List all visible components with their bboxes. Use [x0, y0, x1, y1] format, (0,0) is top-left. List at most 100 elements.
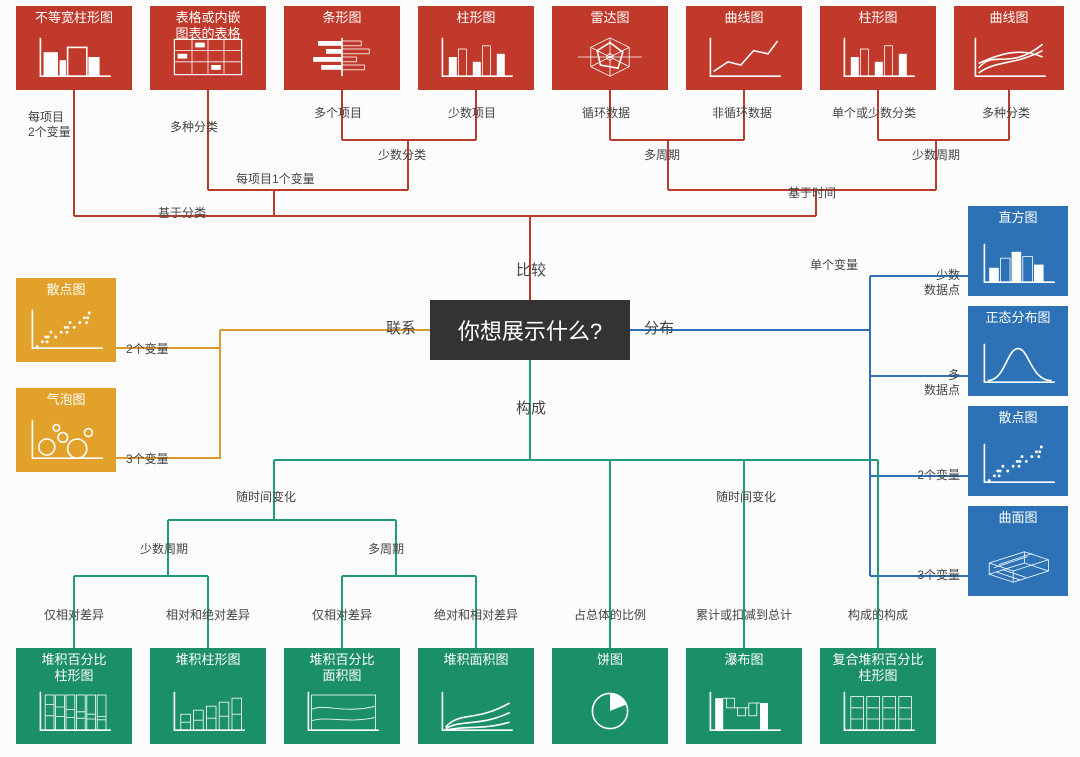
stk_bar-icon — [160, 687, 256, 738]
card-title: 堆积面积图 — [418, 648, 534, 668]
card-normal: 正态分布图 — [968, 306, 1068, 396]
lbl-stk_bar: 相对和绝对差异 — [154, 608, 262, 623]
lbl-top-l5: 非循环数据 — [712, 106, 772, 121]
bar_v-icon — [428, 33, 524, 84]
waterfall-icon — [696, 687, 792, 738]
card-compound: 复合堆积百分比 柱形图 — [820, 648, 936, 744]
card-title: 堆积百分比 面积图 — [284, 648, 400, 683]
card-title: 直方图 — [968, 206, 1068, 226]
table-icon — [160, 33, 256, 84]
radar-icon — [562, 33, 658, 84]
lbl-bot-few: 少数周期 — [140, 542, 188, 557]
card-stk_bar: 堆积柱形图 — [150, 648, 266, 744]
bar_h-icon — [294, 33, 390, 84]
card-title: 柱形图 — [820, 6, 936, 26]
scatter_r-icon — [978, 439, 1058, 490]
pie-icon — [562, 687, 658, 738]
card-stk_pct_bar: 堆积百分比 柱形图 — [16, 648, 132, 744]
line1-icon — [696, 33, 792, 84]
lbl-pie: 占总体的比例 — [556, 608, 664, 623]
lbl-compound: 构成的构成 — [824, 608, 932, 623]
branch-composition: 构成 — [516, 400, 546, 419]
lbl-top-l4: 循环数据 — [582, 106, 630, 121]
card-bar_h: 条形图 — [284, 6, 400, 90]
lbl-top-l0: 每项目 2个变量 — [28, 110, 71, 140]
lbl-top-below-l: 每项目1个变量 — [236, 172, 315, 187]
lbl-bot-left-time: 随时间变化 — [236, 490, 296, 505]
lbl-top-l3: 少数项目 — [448, 106, 496, 121]
branch-compare: 比较 — [516, 262, 546, 281]
lbl-hist: 少数 数据点 — [910, 268, 960, 298]
card-line1: 曲线图 — [686, 6, 802, 90]
card-title: 雷达图 — [552, 6, 668, 26]
card-surface: 曲面图 — [968, 506, 1068, 596]
compound-icon — [830, 687, 926, 738]
card-title: 不等宽柱形图 — [16, 6, 132, 26]
lbl-top-mid23: 少数分类 — [378, 148, 426, 163]
card-hist: 直方图 — [968, 206, 1068, 296]
card-scatter_r: 散点图 — [968, 406, 1068, 496]
card-bar_v2: 柱形图 — [820, 6, 936, 90]
card-bar_v: 柱形图 — [418, 6, 534, 90]
lbl-top-below-r: 基于时间 — [788, 186, 836, 201]
lbl-stk_pct_bar: 仅相对差异 — [20, 608, 128, 623]
branch-distribution: 分布 — [644, 320, 674, 339]
lbl-top-l6: 单个或少数分类 — [832, 106, 916, 121]
card-title: 复合堆积百分比 柱形图 — [820, 648, 936, 683]
card-pie: 饼图 — [552, 648, 668, 744]
center-question: 你想展示什么? — [430, 300, 630, 360]
stk_pct_bar-icon — [26, 687, 122, 738]
lbl-bot-many: 多周期 — [368, 542, 404, 557]
lbl-top-l1: 多种分类 — [170, 120, 218, 135]
card-title: 饼图 — [552, 648, 668, 668]
card-title: 堆积柱形图 — [150, 648, 266, 668]
card-title: 柱形图 — [418, 6, 534, 26]
card-title: 散点图 — [16, 278, 116, 298]
card-stk_area: 堆积面积图 — [418, 648, 534, 744]
card-title: 曲线图 — [954, 6, 1064, 26]
stk_pct_area-icon — [294, 687, 390, 738]
card-title: 散点图 — [968, 406, 1068, 426]
branch-relation: 联系 — [386, 320, 416, 339]
lbl-stk_area: 绝对和相对差异 — [422, 608, 530, 623]
card-title: 曲线图 — [686, 6, 802, 26]
stk_area-icon — [428, 687, 524, 738]
card-title: 正态分布图 — [968, 306, 1068, 326]
lbl-top-l2: 多个项目 — [314, 106, 362, 121]
card-line2: 曲线图 — [954, 6, 1064, 90]
card-title: 堆积百分比 柱形图 — [16, 648, 132, 683]
bar_v2-icon — [830, 33, 926, 84]
lbl-bot-right-time: 随时间变化 — [716, 490, 776, 505]
lbl-right-single: 单个变量 — [810, 258, 858, 273]
line2-icon — [964, 33, 1054, 84]
lbl-normal: 多 数据点 — [910, 368, 960, 398]
lbl-scatter_l: 2个变量 — [126, 342, 169, 357]
hist-icon — [978, 239, 1058, 290]
lbl-bubble: 3个变量 — [126, 452, 169, 467]
card-table: 表格或内嵌 图表的表格 — [150, 6, 266, 90]
card-uneq_bar: 不等宽柱形图 — [16, 6, 132, 90]
lbl-waterfall: 累计或扣减到总计 — [690, 608, 798, 623]
surface-icon — [978, 539, 1058, 590]
card-radar: 雷达图 — [552, 6, 668, 90]
lbl-surface: 3个变量 — [910, 568, 960, 583]
card-stk_pct_area: 堆积百分比 面积图 — [284, 648, 400, 744]
card-waterfall: 瀑布图 — [686, 648, 802, 744]
card-title: 条形图 — [284, 6, 400, 26]
lbl-stk_pct_area: 仅相对差异 — [288, 608, 396, 623]
center-text: 你想展示什么? — [458, 314, 602, 346]
card-scatter_l: 散点图 — [16, 278, 116, 362]
normal-icon — [978, 339, 1058, 390]
card-title: 瀑布图 — [686, 648, 802, 668]
card-title: 曲面图 — [968, 506, 1068, 526]
lbl-top-l7: 多种分类 — [982, 106, 1030, 121]
bubble-icon — [26, 415, 106, 466]
lbl-top-root: 基于分类 — [158, 206, 206, 221]
lbl-top-mid45: 多周期 — [644, 148, 680, 163]
card-title: 气泡图 — [16, 388, 116, 408]
lbl-top-mid67: 少数周期 — [912, 148, 960, 163]
lbl-scatter_r: 2个变量 — [910, 468, 960, 483]
uneq_bar-icon — [26, 33, 122, 84]
card-bubble: 气泡图 — [16, 388, 116, 472]
scatter_l-icon — [26, 305, 106, 356]
